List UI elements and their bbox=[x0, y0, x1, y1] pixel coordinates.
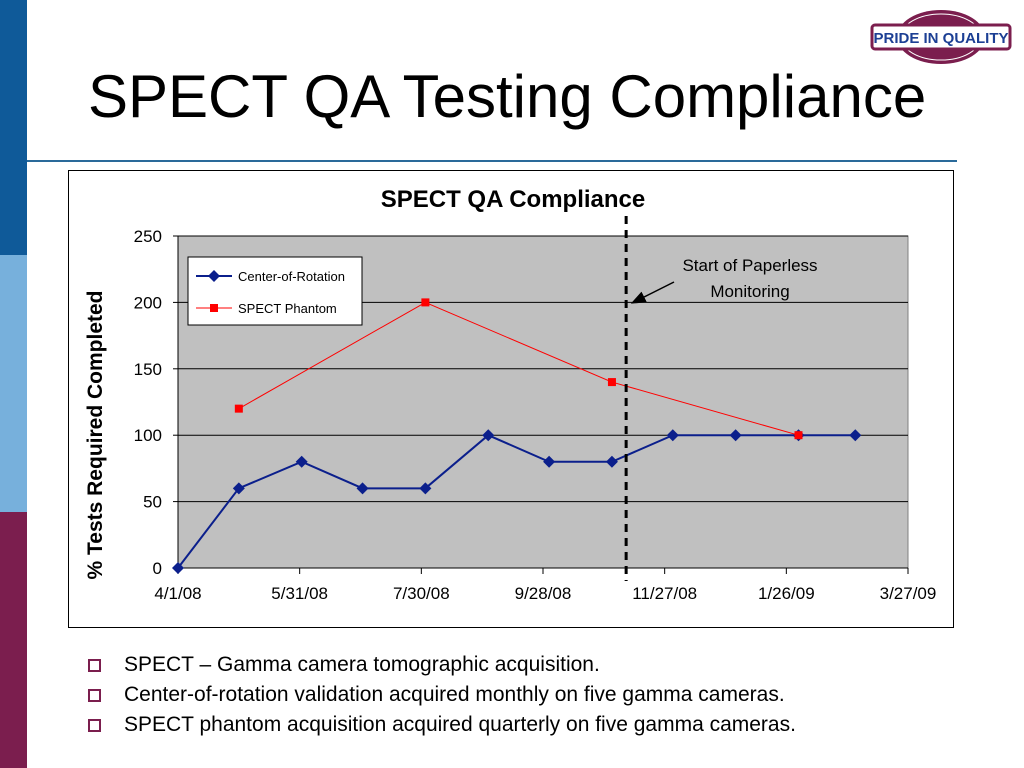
y-tick-label: 50 bbox=[143, 493, 162, 512]
title-divider bbox=[27, 160, 957, 162]
bullet-list: SPECT – Gamma camera tomographic acquisi… bbox=[88, 650, 796, 740]
data-point bbox=[543, 455, 556, 468]
y-tick-label: 0 bbox=[153, 559, 162, 578]
y-tick-label: 100 bbox=[134, 426, 162, 445]
x-tick-label: 11/27/08 bbox=[632, 584, 697, 603]
data-point bbox=[172, 562, 184, 574]
data-point bbox=[607, 378, 616, 387]
annotation-layer: Start of Paperless Monitoring bbox=[624, 216, 818, 581]
chart-legend: Center-of-Rotation SPECT Phantom bbox=[187, 256, 363, 326]
y-tick-label: 250 bbox=[134, 227, 162, 246]
y-axis-label: % Tests Required Completed bbox=[84, 291, 107, 580]
series-spect-phantom bbox=[234, 298, 803, 440]
series-layer bbox=[172, 298, 862, 574]
legend-box bbox=[187, 256, 363, 326]
x-tick-label: 3/27/09 bbox=[880, 584, 937, 603]
legend-label: SPECT Phantom bbox=[238, 301, 337, 316]
data-point bbox=[605, 455, 618, 468]
axes: 0 50 100 150 200 250 4/1/08 5/31/08 7/30/08 9/28/… bbox=[134, 227, 937, 603]
annotation-arrow bbox=[630, 281, 675, 304]
badge-text: PRIDE IN QUALITY bbox=[873, 30, 1008, 47]
data-point bbox=[419, 482, 432, 495]
data-point bbox=[482, 429, 495, 442]
series-line bbox=[238, 301, 799, 436]
square-bullet-icon bbox=[88, 659, 101, 672]
data-point bbox=[295, 455, 308, 468]
legend-label: Center-of-Rotation bbox=[238, 269, 345, 284]
data-point bbox=[666, 429, 679, 442]
annotation-text: Start of Paperless bbox=[682, 256, 817, 275]
bullet-item: Center-of-rotation validation acquired m… bbox=[88, 680, 796, 710]
x-tick-label: 4/1/08 bbox=[154, 584, 201, 603]
legend-marker bbox=[208, 270, 220, 282]
bullet-text: Center-of-rotation validation acquired m… bbox=[124, 683, 785, 706]
series-line bbox=[177, 434, 856, 569]
bullet-text: SPECT phantom acquisition acquired quart… bbox=[124, 713, 796, 736]
data-point bbox=[421, 298, 430, 307]
data-point bbox=[234, 404, 243, 413]
bullet-item: SPECT – Gamma camera tomographic acquisi… bbox=[88, 650, 796, 680]
y-tick-label: 150 bbox=[134, 360, 162, 379]
x-tick-label: 7/30/08 bbox=[393, 584, 450, 603]
x-tick-label: 9/28/08 bbox=[515, 584, 572, 603]
sidebar-color-bar bbox=[0, 0, 27, 768]
pride-in-quality-logo: PRIDE IN QUALITY bbox=[870, 10, 1012, 64]
data-point bbox=[232, 482, 245, 495]
annotation-text: Monitoring bbox=[710, 282, 789, 301]
spect-qa-compliance-chart: SPECT QA Compliance % Tests Required Com… bbox=[84, 186, 937, 603]
data-point bbox=[849, 429, 862, 442]
data-point bbox=[356, 482, 369, 495]
square-bullet-icon bbox=[88, 689, 101, 702]
square-bullet-icon bbox=[88, 719, 101, 732]
sidebar-segment-blue bbox=[0, 0, 27, 255]
sidebar-segment-maroon bbox=[0, 512, 27, 768]
bullet-item: SPECT phantom acquisition acquired quart… bbox=[88, 710, 796, 740]
chart-title: SPECT QA Compliance bbox=[381, 186, 646, 213]
x-tick-label: 5/31/08 bbox=[271, 584, 328, 603]
bullet-text: SPECT – Gamma camera tomographic acquisi… bbox=[124, 653, 600, 676]
sidebar-segment-light-blue bbox=[0, 255, 27, 512]
slide-title: SPECT QA Testing Compliance bbox=[88, 63, 927, 130]
data-point bbox=[729, 429, 742, 442]
data-point bbox=[794, 431, 803, 440]
legend-marker bbox=[210, 304, 218, 312]
x-tick-label: 1/26/09 bbox=[758, 584, 815, 603]
y-tick-label: 200 bbox=[134, 293, 162, 312]
